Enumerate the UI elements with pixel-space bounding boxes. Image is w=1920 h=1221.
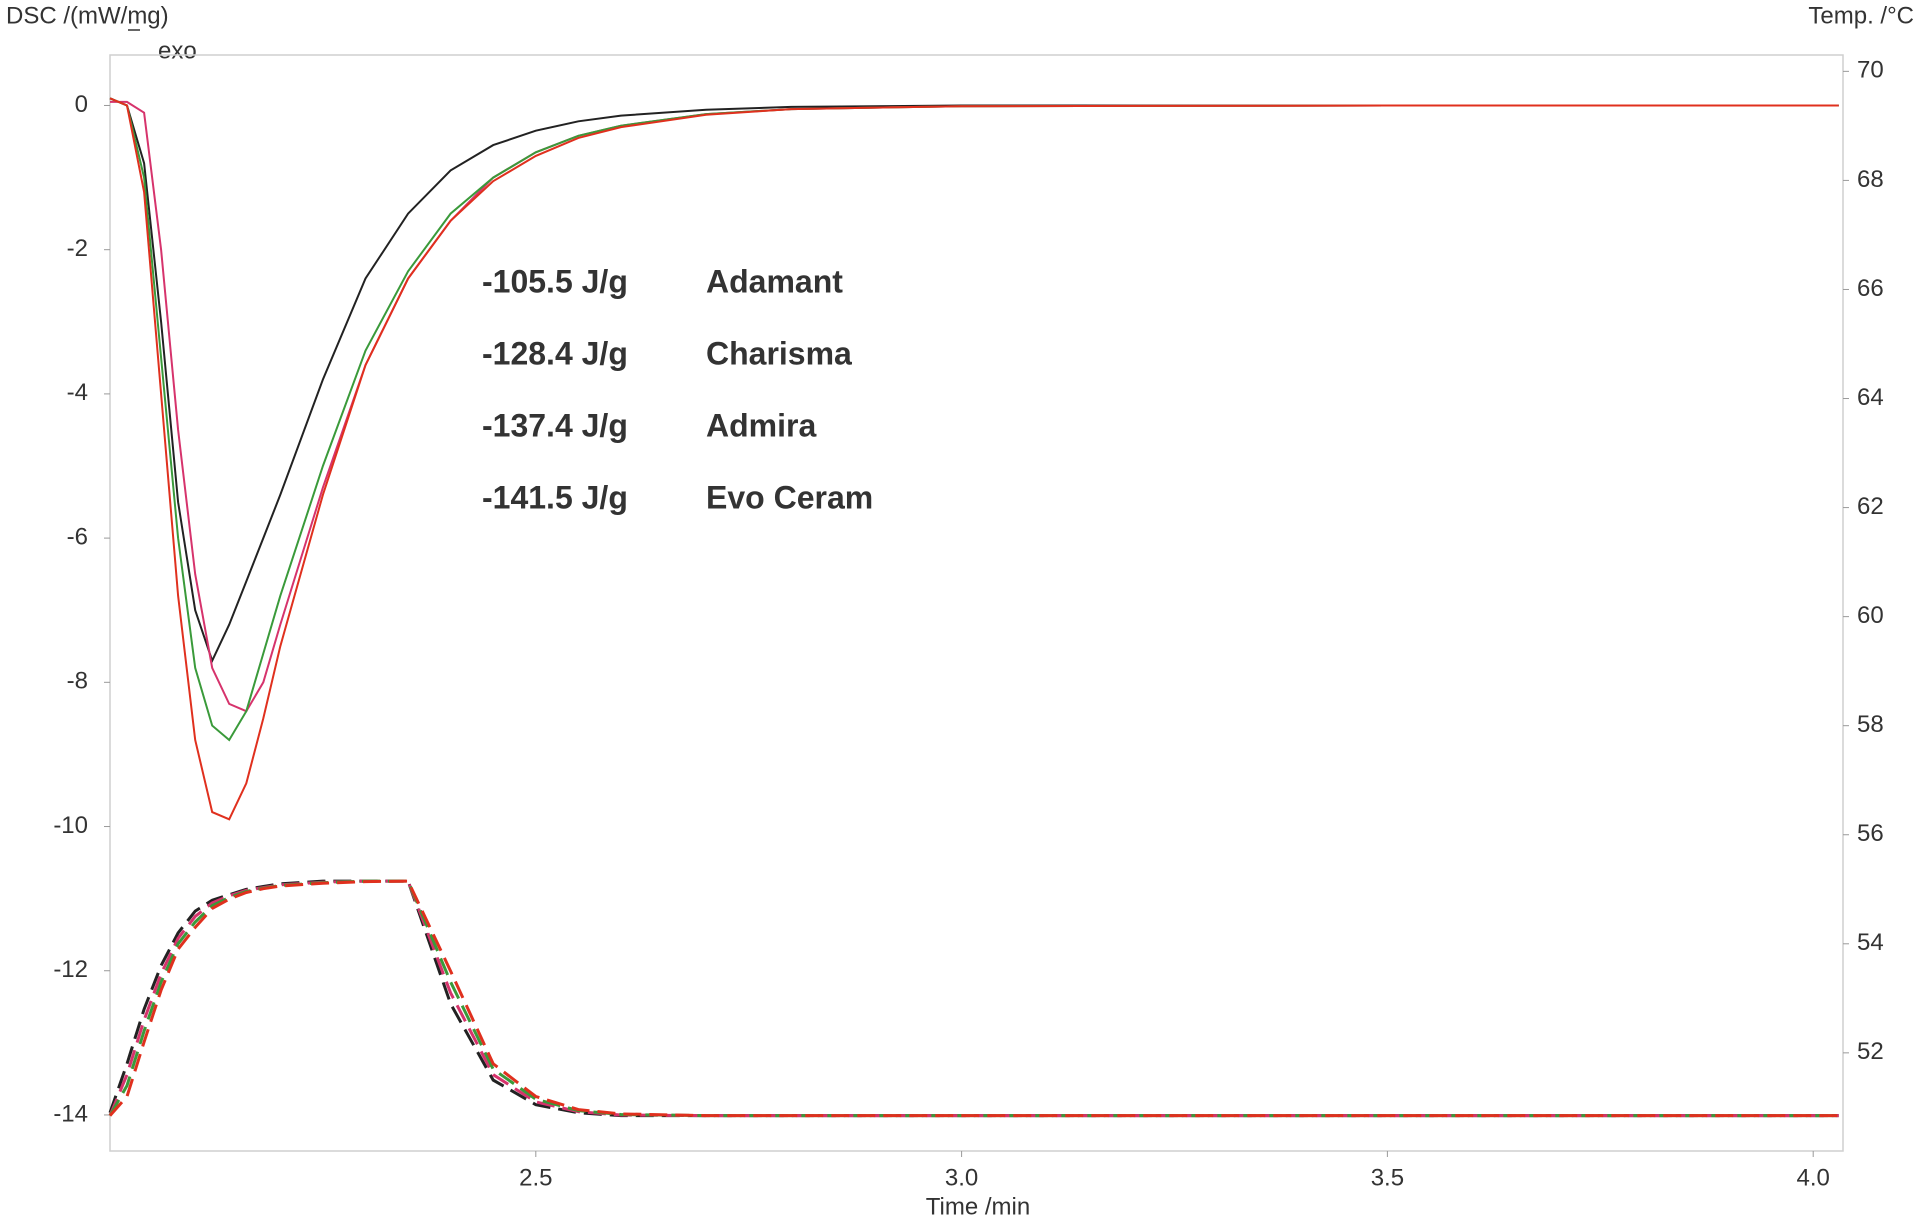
y-tick-label: -12 [53, 956, 88, 983]
legend-label: Admira [706, 407, 816, 443]
dsc-line [109, 97, 1839, 742]
y-tick-label: -2 [67, 235, 88, 262]
y2-tick-label: 64 [1857, 384, 1884, 411]
y2-tick-label: 54 [1857, 929, 1884, 956]
dsc-line [109, 97, 1839, 664]
legend-label: Charisma [706, 335, 852, 371]
temperature-line [108, 879, 1839, 1118]
x-tick-label: 4.0 [1797, 1164, 1830, 1191]
enthalpy-label: -141.5 J/g [482, 479, 628, 515]
exo-label: exo [158, 37, 197, 64]
y-tick-label: -6 [67, 523, 88, 550]
y-tick-label: -8 [67, 668, 88, 695]
temperature-line [108, 879, 1839, 1118]
dsc-line [109, 97, 1839, 821]
x-axis-title: Time /min [926, 1193, 1030, 1220]
dsc-line [110, 100, 1839, 713]
enthalpy-label: -105.5 J/g [482, 263, 628, 299]
temperature-line [108, 879, 1839, 1118]
y2-tick-label: 60 [1857, 602, 1884, 629]
enthalpy-label: -128.4 J/g [482, 335, 628, 371]
x-tick-label: 3.5 [1371, 1164, 1404, 1191]
plot-frame [109, 54, 1844, 1152]
y-tick-label: -14 [53, 1100, 88, 1127]
y2-tick-label: 70 [1857, 57, 1884, 84]
y2-tick-label: 56 [1857, 820, 1884, 847]
y2-tick-label: 52 [1857, 1038, 1884, 1065]
y2-tick-label: 66 [1857, 275, 1884, 302]
y2-tick-label: 62 [1857, 493, 1884, 520]
y-axis-title: DSC /(mW/mg) [6, 2, 169, 29]
x-tick-label: 2.5 [519, 1164, 552, 1191]
enthalpy-label: -137.4 J/g [482, 407, 628, 443]
legend-label: Adamant [706, 263, 843, 299]
y2-axis-title: Temp. /°C [1808, 2, 1914, 29]
x-tick-label: 3.0 [945, 1164, 978, 1191]
y-tick-label: -10 [53, 812, 88, 839]
y2-tick-label: 68 [1857, 166, 1884, 193]
y2-tick-label: 58 [1857, 711, 1884, 738]
legend-label: Evo Ceram [706, 479, 873, 515]
y-tick-label: -4 [67, 379, 88, 406]
y-tick-label: 0 [75, 91, 88, 118]
temperature-line [108, 879, 1839, 1118]
